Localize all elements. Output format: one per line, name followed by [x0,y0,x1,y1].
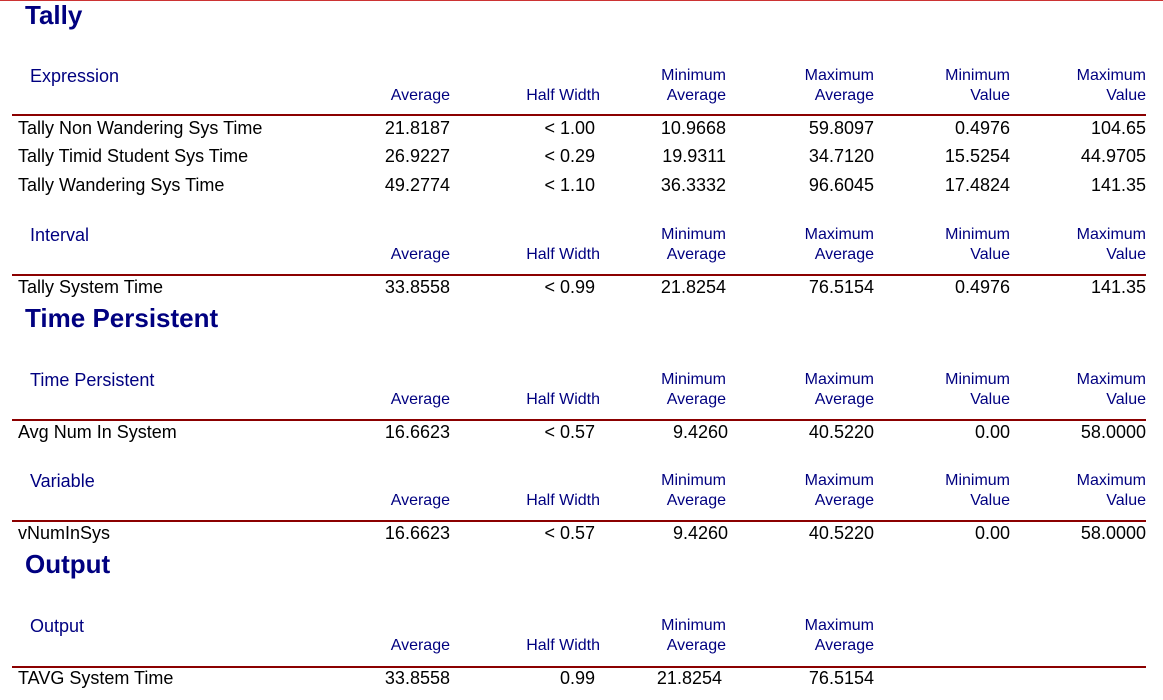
col-header-half-width: Half Width [526,492,600,509]
row-name: TAVG System Time [18,668,174,688]
cell-maximum-average: 96.6045 [808,175,874,195]
table-row: Avg Num In System 16.6623 < 0.57 9.4260 … [0,422,1163,450]
col-header-maximum-average: Maximum Average [804,226,874,263]
col-header-maximum-value: Maximum Value [1076,226,1146,263]
col-header-minimum-value: Minimum Value [945,226,1010,263]
cell-half-width: 0.99 [559,668,595,688]
col-header-half-width: Half Width [526,637,600,654]
cell-maximum-average: 76.5154 [808,668,874,688]
cell-minimum-value: 17.4824 [944,175,1010,195]
table-row: Tally Non Wandering Sys Time 21.8187 < 1… [0,118,1163,146]
cell-maximum-value: 58.0000 [1080,422,1146,442]
cell-maximum-average: 40.5220 [808,523,874,543]
col-header-average: Average [390,391,450,408]
col-header-minimum-average: Minimum Average [661,371,726,408]
cell-half-width: < 0.57 [544,523,595,543]
row-name: Tally Wandering Sys Time [18,175,225,195]
section-title-tally: Tally [25,0,83,30]
col-header-maximum-average: Maximum Average [804,617,874,654]
cell-maximum-average: 34.7120 [808,146,874,166]
row-name: Tally System Time [18,277,164,297]
col-header-average: Average [390,246,450,263]
cell-maximum-value: 58.0000 [1080,523,1146,543]
row-name: vNumInSys [18,523,111,543]
col-header-average: Average [390,637,450,654]
group-header-interval: Interval [30,225,90,245]
top-border [0,0,1163,1]
header-rule [12,666,1146,668]
header-rule [12,419,1146,421]
cell-average: 33.8558 [384,277,450,297]
col-header-half-width: Half Width [526,87,600,104]
row-name: Tally Non Wandering Sys Time [18,118,263,138]
cell-average: 16.6623 [384,523,450,543]
cell-minimum-average: 9.4260 [672,523,728,543]
cell-half-width: < 1.10 [544,175,595,195]
cell-minimum-average: 10.9668 [660,118,726,138]
cell-average: 21.8187 [384,118,450,138]
cell-minimum-value: 0.00 [974,523,1010,543]
cell-half-width: < 0.29 [544,146,595,166]
cell-maximum-value: 104.65 [1090,118,1146,138]
section-title-output: Output [25,549,111,579]
row-name: Avg Num In System [18,422,177,442]
cell-minimum-average: 9.4260 [672,422,728,442]
col-header-average: Average [390,492,450,509]
cell-average: 49.2774 [384,175,450,195]
table-row: TAVG System Time 33.8558 0.99 21.8254 76… [0,668,1163,696]
table-row: Tally Timid Student Sys Time 26.9227 < 0… [0,146,1163,174]
col-header-half-width: Half Width [526,246,600,263]
col-header-maximum-value: Maximum Value [1076,371,1146,408]
col-header-half-width: Half Width [526,391,600,408]
cell-minimum-average: 19.9311 [662,146,726,166]
cell-maximum-value: 141.35 [1090,277,1146,297]
cell-maximum-value: 44.9705 [1080,146,1146,166]
group-header-output: Output [30,616,85,636]
cell-minimum-value: 15.5254 [944,146,1010,166]
col-header-minimum-value: Minimum Value [945,472,1010,509]
cell-minimum-value: 0.4976 [954,118,1010,138]
cell-half-width: < 0.99 [544,277,595,297]
table-row: vNumInSys 16.6623 < 0.57 9.4260 40.5220 … [0,523,1163,551]
table-row: Tally Wandering Sys Time 49.2774 < 1.10 … [0,175,1163,203]
cell-minimum-average: 36.3332 [660,175,726,195]
cell-maximum-average: 40.5220 [808,422,874,442]
cell-minimum-average: 21.8254 [660,277,726,297]
cell-average: 26.9227 [384,146,450,166]
cell-minimum-value: 0.4976 [954,277,1010,297]
cell-minimum-average: 21.8254 [656,668,722,688]
col-header-maximum-value: Maximum Value [1076,472,1146,509]
col-header-minimum-average: Minimum Average [661,226,726,263]
table-row: Tally System Time 33.8558 < 0.99 21.8254… [0,277,1163,305]
col-header-minimum-average: Minimum Average [661,67,726,104]
row-name: Tally Timid Student Sys Time [18,146,249,166]
col-header-maximum-average: Maximum Average [804,472,874,509]
section-title-time-persistent: Time Persistent [25,303,219,333]
header-rule [12,274,1146,276]
cell-maximum-average: 76.5154 [808,277,874,297]
cell-maximum-value: 141.35 [1090,175,1146,195]
cell-half-width: < 1.00 [544,118,595,138]
group-header-time-persistent: Time Persistent [30,370,155,390]
cell-average: 16.6623 [384,422,450,442]
cell-minimum-value: 0.00 [974,422,1010,442]
col-header-minimum-value: Minimum Value [945,67,1010,104]
col-header-maximum-value: Maximum Value [1076,67,1146,104]
col-header-minimum-average: Minimum Average [661,472,726,509]
col-header-minimum-value: Minimum Value [945,371,1010,408]
col-header-maximum-average: Maximum Average [804,67,874,104]
col-header-minimum-average: Minimum Average [661,617,726,654]
group-header-expression: Expression [30,66,120,86]
cell-maximum-average: 59.8097 [808,118,874,138]
header-rule [12,520,1146,522]
cell-average: 33.8558 [384,668,450,688]
group-header-variable: Variable [30,471,95,491]
col-header-maximum-average: Maximum Average [804,371,874,408]
header-rule [12,114,1146,116]
col-header-average: Average [390,87,450,104]
cell-half-width: < 0.57 [544,422,595,442]
